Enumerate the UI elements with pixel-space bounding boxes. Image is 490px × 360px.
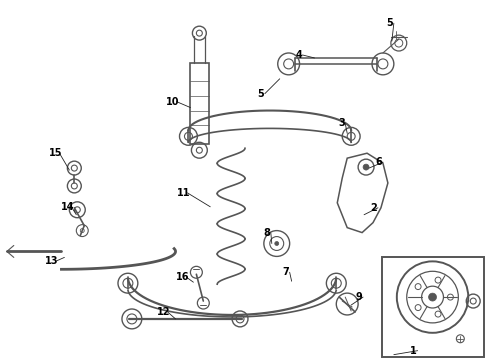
Circle shape (275, 242, 279, 246)
Text: 9: 9 (356, 292, 363, 302)
Text: 14: 14 (61, 202, 74, 212)
Bar (382, 257, 484, 357)
Text: 3: 3 (338, 118, 344, 129)
Text: 2: 2 (370, 203, 377, 213)
Circle shape (429, 293, 437, 301)
Text: 8: 8 (264, 228, 270, 238)
Circle shape (123, 278, 133, 288)
Text: 1: 1 (410, 346, 417, 356)
Circle shape (347, 132, 355, 140)
Text: 16: 16 (176, 272, 189, 282)
Text: 7: 7 (282, 267, 289, 277)
Circle shape (363, 164, 369, 170)
Circle shape (236, 315, 244, 323)
Text: 12: 12 (157, 307, 171, 317)
Circle shape (127, 314, 137, 324)
Text: 13: 13 (45, 256, 58, 266)
Text: 6: 6 (375, 157, 382, 167)
Text: 4: 4 (295, 50, 302, 60)
Circle shape (184, 132, 193, 140)
Text: 10: 10 (166, 96, 179, 107)
Text: 5: 5 (258, 89, 264, 99)
Text: 15: 15 (49, 148, 62, 158)
Bar (191, 63, 209, 144)
Text: 5: 5 (387, 18, 393, 28)
Circle shape (331, 278, 341, 288)
Text: 11: 11 (177, 188, 190, 198)
